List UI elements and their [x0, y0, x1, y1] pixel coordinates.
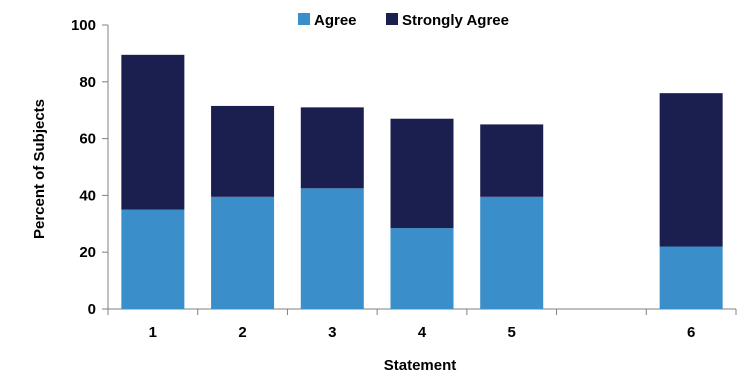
bar-agree [300, 188, 364, 309]
bar-strongly-agree [211, 105, 275, 197]
x-tick-label: 2 [238, 324, 246, 341]
y-tick-label: 60 [79, 131, 96, 148]
y-tick-label: 0 [88, 301, 96, 318]
x-tick-label: 3 [328, 324, 336, 341]
bar-strongly-agree [390, 118, 454, 229]
x-axis-title: Statement [384, 357, 457, 374]
bar-strongly-agree [121, 54, 185, 210]
bar-agree [659, 246, 723, 309]
legend-label-agree: Agree [314, 12, 357, 29]
x-tick-label: 6 [687, 324, 695, 341]
x-tick-label: 5 [508, 324, 516, 341]
bar-agree [480, 196, 544, 309]
y-tick-label: 20 [79, 244, 96, 261]
x-tick-label: 4 [418, 324, 427, 341]
y-tick-label: 40 [79, 187, 96, 204]
bar-strongly-agree [480, 124, 544, 197]
bar-agree [211, 196, 275, 309]
y-tick-label: 80 [79, 74, 96, 91]
bar-agree [390, 228, 454, 309]
x-tick-label: 1 [149, 324, 157, 341]
bar-agree [121, 209, 185, 309]
y-tick-label: 100 [71, 17, 96, 34]
legend-swatch-strongly-agree [386, 13, 398, 25]
bar-strongly-agree [300, 107, 364, 189]
legend-swatch-agree [298, 13, 310, 25]
y-axis-title: Percent of Subjects [31, 99, 48, 239]
bar-strongly-agree [659, 93, 723, 247]
legend-label-strongly-agree: Strongly Agree [402, 12, 509, 29]
